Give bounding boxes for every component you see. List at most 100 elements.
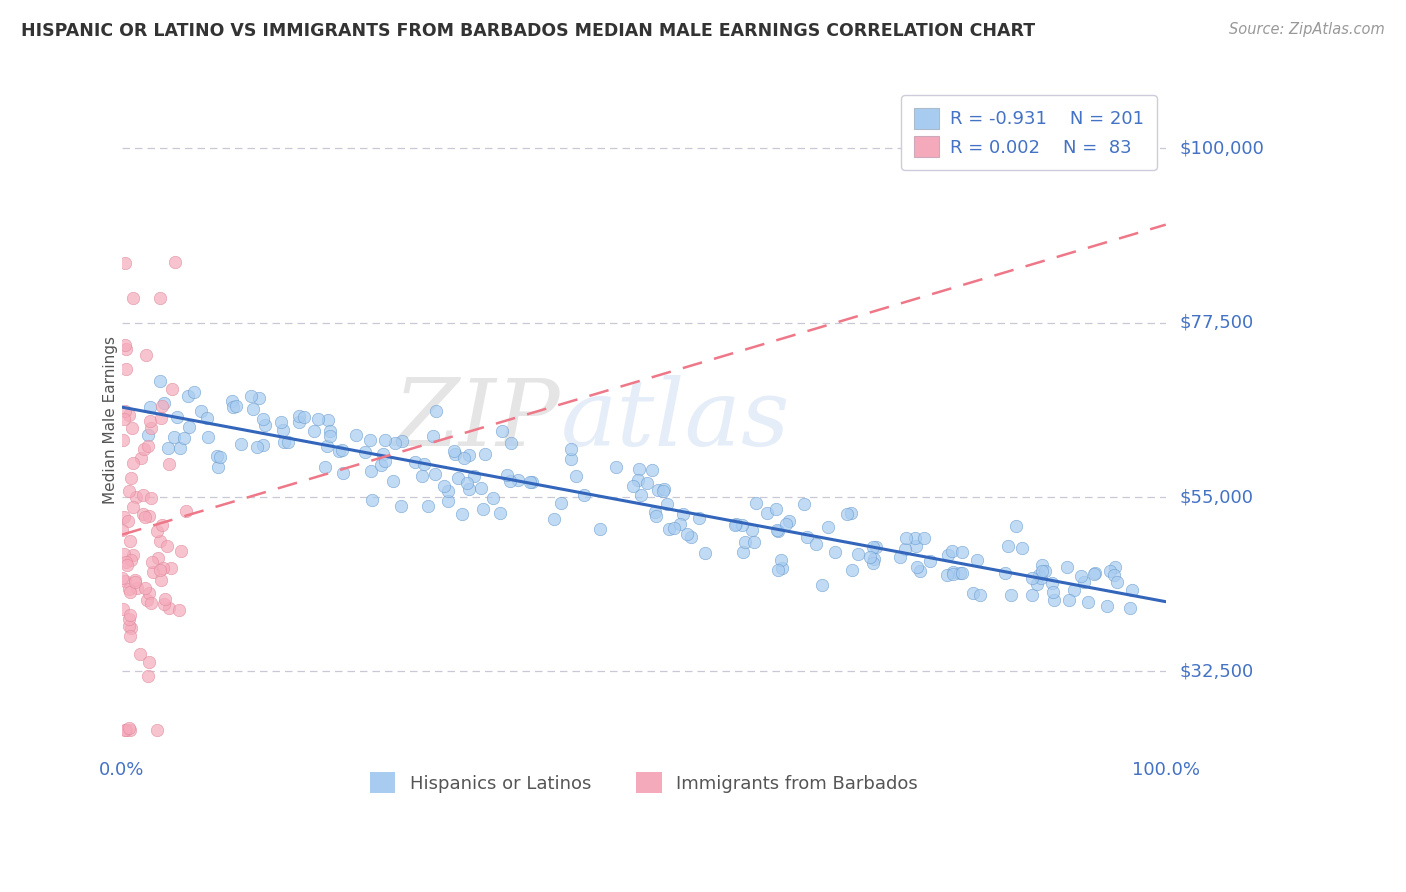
Text: $32,500: $32,500 bbox=[1180, 663, 1254, 681]
Point bbox=[316, 413, 339, 427]
Point bbox=[359, 433, 381, 447]
Point bbox=[658, 522, 681, 536]
Point bbox=[114, 574, 136, 589]
Point bbox=[252, 437, 274, 451]
Point bbox=[724, 517, 747, 532]
Point bbox=[195, 410, 218, 425]
Point bbox=[120, 471, 142, 485]
Point bbox=[124, 574, 146, 589]
Point bbox=[1104, 560, 1126, 574]
Point bbox=[491, 424, 513, 438]
Point bbox=[152, 396, 174, 410]
Point bbox=[489, 506, 512, 520]
Point bbox=[1119, 601, 1142, 615]
Point bbox=[1005, 519, 1028, 533]
Point bbox=[112, 547, 135, 561]
Point bbox=[314, 460, 336, 475]
Point bbox=[969, 588, 991, 602]
Point bbox=[894, 531, 917, 545]
Point bbox=[117, 558, 139, 573]
Point bbox=[437, 484, 460, 499]
Point bbox=[136, 593, 159, 607]
Point bbox=[148, 374, 170, 388]
Point bbox=[225, 399, 247, 413]
Point bbox=[471, 501, 494, 516]
Point bbox=[862, 556, 884, 570]
Point bbox=[132, 442, 155, 457]
Point bbox=[112, 433, 135, 447]
Point bbox=[508, 473, 530, 487]
Point bbox=[942, 565, 965, 579]
Point bbox=[1040, 576, 1063, 591]
Point bbox=[655, 497, 678, 511]
Point bbox=[950, 566, 973, 580]
Point bbox=[846, 547, 869, 561]
Point bbox=[139, 421, 162, 435]
Point bbox=[120, 621, 142, 635]
Point bbox=[112, 412, 135, 426]
Point bbox=[1031, 564, 1053, 578]
Point bbox=[675, 526, 697, 541]
Point bbox=[756, 506, 779, 520]
Point bbox=[222, 400, 245, 414]
Point bbox=[319, 424, 342, 438]
Point bbox=[247, 391, 270, 405]
Point bbox=[138, 428, 160, 442]
Point bbox=[1104, 568, 1126, 582]
Point bbox=[966, 553, 988, 567]
Point bbox=[118, 533, 141, 548]
Point bbox=[1070, 569, 1092, 583]
Point bbox=[404, 455, 426, 469]
Point bbox=[115, 723, 138, 737]
Point bbox=[793, 497, 815, 511]
Point bbox=[423, 467, 446, 482]
Point bbox=[252, 412, 274, 426]
Point bbox=[904, 539, 927, 553]
Point bbox=[1021, 570, 1043, 584]
Point bbox=[859, 549, 882, 564]
Point bbox=[1000, 588, 1022, 602]
Point bbox=[444, 447, 467, 461]
Point bbox=[330, 443, 353, 458]
Point bbox=[456, 475, 478, 490]
Point bbox=[941, 543, 963, 558]
Point bbox=[246, 440, 269, 454]
Point bbox=[354, 445, 377, 459]
Point bbox=[157, 442, 180, 456]
Point bbox=[962, 585, 984, 599]
Point bbox=[949, 566, 972, 580]
Point bbox=[114, 256, 136, 270]
Point bbox=[605, 460, 627, 475]
Point bbox=[543, 511, 565, 525]
Point bbox=[1077, 595, 1099, 609]
Point bbox=[1042, 584, 1064, 599]
Point bbox=[411, 469, 433, 483]
Point bbox=[636, 476, 658, 491]
Point bbox=[221, 394, 243, 409]
Point bbox=[997, 539, 1019, 553]
Point bbox=[139, 596, 162, 610]
Point bbox=[766, 524, 789, 538]
Point bbox=[695, 546, 717, 560]
Point bbox=[374, 433, 396, 447]
Point bbox=[942, 567, 965, 582]
Point bbox=[470, 481, 492, 495]
Point bbox=[1099, 564, 1122, 578]
Point bbox=[141, 491, 163, 505]
Point bbox=[159, 561, 181, 575]
Point bbox=[209, 450, 232, 465]
Point bbox=[810, 578, 832, 592]
Point bbox=[769, 553, 792, 567]
Point bbox=[332, 466, 354, 480]
Point bbox=[572, 488, 595, 502]
Point bbox=[173, 431, 195, 445]
Point bbox=[522, 475, 544, 490]
Point bbox=[146, 551, 169, 566]
Point bbox=[112, 601, 135, 615]
Point bbox=[134, 510, 156, 524]
Point bbox=[865, 540, 887, 554]
Point bbox=[121, 291, 143, 305]
Point bbox=[152, 597, 174, 611]
Point bbox=[135, 348, 157, 362]
Point bbox=[120, 552, 142, 566]
